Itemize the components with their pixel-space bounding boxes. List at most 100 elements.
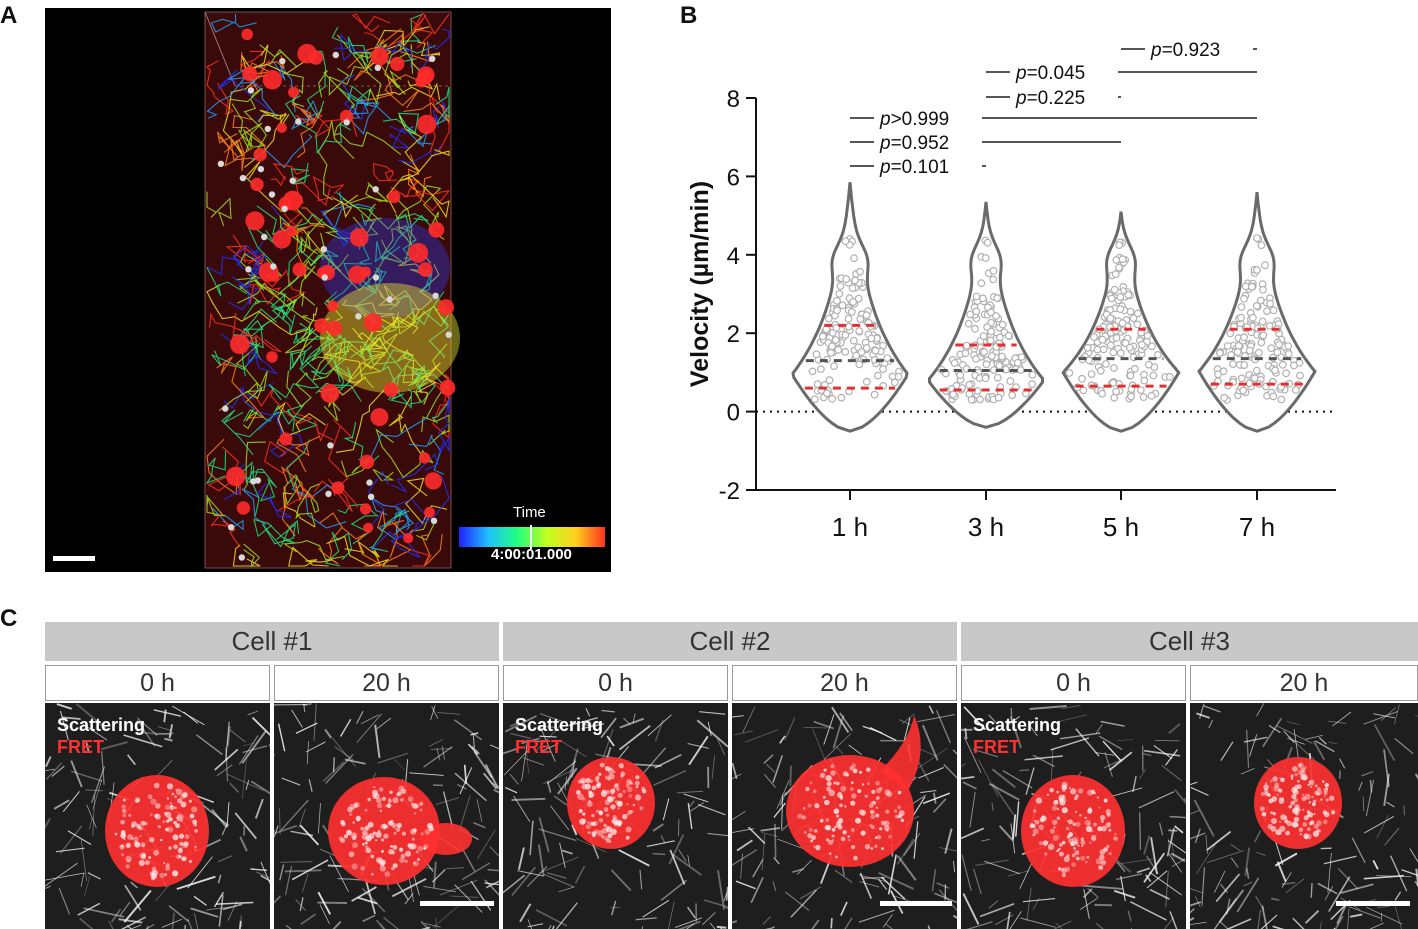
fiber <box>1276 725 1313 744</box>
fiber <box>675 917 703 928</box>
fret-speckle <box>131 821 137 827</box>
fret-speckle <box>581 797 586 801</box>
track-path <box>288 546 333 567</box>
fret-speckle <box>404 859 408 864</box>
track-path <box>291 484 347 529</box>
fret-speckle <box>395 827 401 833</box>
fiber <box>1167 840 1186 854</box>
fiber <box>1095 724 1103 734</box>
fiber <box>1143 835 1151 855</box>
fret-speckle <box>613 784 619 789</box>
data-point <box>1266 299 1274 308</box>
fret-speckle <box>613 821 619 826</box>
fret-speckle <box>392 845 398 850</box>
fret-cell-body <box>1021 775 1125 887</box>
fiber <box>662 798 670 821</box>
fiber <box>449 895 479 898</box>
track-path <box>300 218 323 254</box>
fiber <box>779 735 786 744</box>
fiber <box>762 916 772 925</box>
fiber <box>742 706 756 733</box>
data-point <box>810 395 819 404</box>
fret-speckle <box>177 798 183 804</box>
fiber <box>646 840 675 847</box>
track-path <box>431 95 450 152</box>
fret-speckle <box>419 808 423 812</box>
fret-speckle <box>1293 816 1300 823</box>
fret-speckle <box>184 834 190 840</box>
fret-speckle <box>372 831 376 835</box>
data-point <box>998 320 1007 329</box>
fiber <box>858 874 889 883</box>
fiber <box>229 729 246 743</box>
fiber <box>470 880 492 911</box>
fret-speckle <box>391 850 396 855</box>
fret-speckle <box>639 806 644 811</box>
bead <box>261 233 268 241</box>
fret-speckle <box>630 810 634 813</box>
data-point <box>1093 345 1102 354</box>
fiber <box>1026 887 1032 922</box>
track-path <box>326 535 398 567</box>
fiber <box>1358 781 1363 791</box>
fiber <box>423 885 457 893</box>
fret-speckle <box>362 842 365 846</box>
fret-speckle <box>1317 829 1321 833</box>
fret-speckle <box>866 767 871 772</box>
micrograph-image <box>1190 703 1418 929</box>
fiber <box>1220 921 1229 929</box>
fret-speckle <box>347 806 353 813</box>
fret-speckle <box>825 818 829 822</box>
fiber <box>171 912 176 929</box>
fret-speckle <box>160 838 163 842</box>
fret-speckle <box>148 856 152 859</box>
p-symbol: p <box>1015 88 1027 109</box>
fiber <box>1019 769 1030 772</box>
fret-speckle <box>1061 873 1066 878</box>
fiber <box>1193 799 1215 837</box>
fiber <box>1142 753 1152 757</box>
fiber <box>526 866 548 887</box>
fret-speckle <box>1046 793 1049 796</box>
fret-speckle <box>830 764 835 769</box>
fiber <box>80 872 85 887</box>
fret-speckle <box>617 792 623 798</box>
fret-speckle <box>1301 767 1306 772</box>
fret-speckle <box>165 863 170 868</box>
violin-points-2 <box>937 236 1037 404</box>
fiber <box>1351 837 1366 864</box>
fret-speckle <box>139 826 144 831</box>
fiber <box>988 900 999 909</box>
data-point <box>1269 392 1278 401</box>
fiber <box>527 919 533 929</box>
fiber <box>291 709 303 728</box>
data-point <box>825 376 834 385</box>
fret-speckle <box>340 820 345 825</box>
data-point <box>971 324 979 333</box>
fiber <box>280 799 309 831</box>
fret-speckle <box>1077 844 1080 847</box>
fret-speckle <box>588 793 593 798</box>
fret-cell-ellipse <box>105 775 209 887</box>
fiber <box>1328 741 1338 744</box>
fret-speckle <box>397 791 402 796</box>
fiber <box>1100 720 1125 727</box>
fret-speckle <box>594 777 599 782</box>
fiber <box>1206 830 1232 851</box>
fiber <box>610 869 632 892</box>
fiber <box>510 732 532 740</box>
fiber <box>1245 729 1250 768</box>
fiber <box>470 732 479 736</box>
fiber <box>1386 801 1395 808</box>
fret-speckle <box>851 828 855 832</box>
fret-speckle <box>830 770 836 776</box>
fret-speckle <box>1047 843 1055 850</box>
data-point <box>1284 342 1293 350</box>
fret-speckle <box>390 844 393 848</box>
fiber <box>391 877 427 898</box>
fiber <box>482 772 498 790</box>
fiber <box>430 705 436 721</box>
fiber <box>92 779 103 810</box>
fret-speckle <box>625 835 630 840</box>
fret-speckle <box>1053 800 1059 805</box>
